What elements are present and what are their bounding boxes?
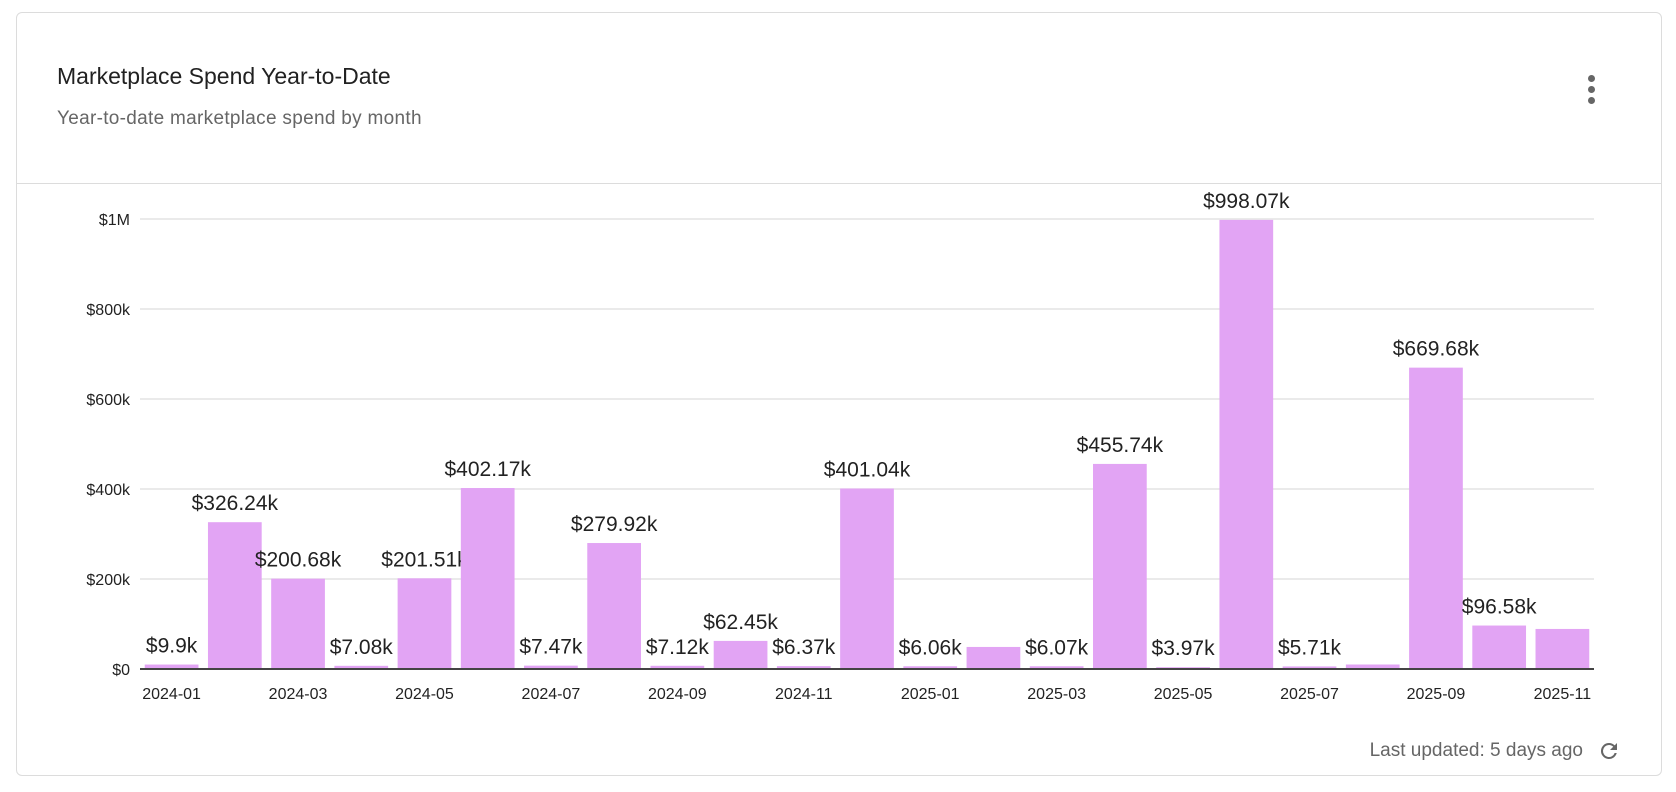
x-tick-label: 2024-09 [648, 686, 707, 703]
y-tick-label: $400k [86, 482, 131, 499]
data-label: $998.07k [1203, 190, 1290, 213]
data-label: $6.37k [772, 636, 836, 659]
x-tick-label: 2025-01 [901, 686, 960, 703]
y-tick-label: $800k [86, 302, 131, 319]
more-vertical-icon[interactable] [1581, 75, 1601, 111]
data-label: $96.58k [1462, 596, 1537, 619]
bar-chart: $0 $200k $400k $600k $800k $1M $9.9k 2024-01 $32… [86, 190, 1594, 703]
bar [397, 578, 452, 669]
data-label: $279.92k [571, 513, 658, 536]
bar [1535, 628, 1590, 669]
data-label: $401.04k [824, 459, 911, 482]
x-tick-label: 2025-03 [1027, 686, 1086, 703]
bar [1219, 219, 1274, 669]
bar [144, 664, 199, 669]
y-tick-label: $0 [112, 662, 130, 679]
x-tick-label: 2024-07 [522, 686, 581, 703]
data-label: $7.47k [519, 636, 583, 659]
bar [207, 522, 262, 669]
card-subtitle: Year-to-date marketplace spend by month [57, 108, 422, 129]
data-label: $3.97k [1152, 637, 1216, 660]
bar [903, 666, 958, 669]
bar [840, 488, 894, 669]
data-label: $326.24k [192, 492, 279, 515]
x-tick-label: 2025-05 [1154, 686, 1213, 703]
y-tick-label: $600k [86, 392, 131, 409]
bar [587, 543, 641, 669]
data-label: $9.9k [146, 635, 198, 658]
data-label: $5.71k [1278, 636, 1342, 659]
x-tick-label: 2025-09 [1407, 686, 1466, 703]
data-label: $402.17k [444, 458, 531, 481]
data-label: $6.06k [899, 636, 963, 659]
bar [1472, 625, 1527, 669]
last-updated-text: Last updated: 5 days ago [1369, 740, 1583, 761]
data-label: $201.51k [381, 548, 468, 571]
bar [271, 578, 325, 669]
x-tick-label: 2025-11 [1534, 686, 1592, 703]
bar [966, 646, 1021, 669]
x-tick-label: 2024-01 [142, 686, 201, 703]
x-tick-label: 2024-05 [395, 686, 454, 703]
bar [1029, 666, 1084, 669]
bar [460, 488, 515, 669]
bar [1093, 463, 1147, 669]
data-label: $7.12k [646, 636, 710, 659]
bar [713, 640, 768, 669]
bar [1409, 367, 1463, 669]
x-tick-label: 2024-11 [775, 686, 833, 703]
card-title: Marketplace Spend Year-to-Date [57, 63, 391, 89]
card-footer: Last updated: 5 days ago [1370, 739, 1621, 763]
x-tick-label: 2024-03 [269, 686, 328, 703]
card-header: Marketplace Spend Year-to-Date Year-to-d… [17, 13, 1661, 184]
bar [524, 665, 578, 669]
bar [334, 665, 389, 669]
data-label: $200.68k [255, 549, 342, 572]
refresh-icon[interactable] [1597, 739, 1621, 763]
y-tick-label: $200k [86, 572, 131, 589]
bar [776, 666, 831, 669]
x-tick-label: 2025-07 [1280, 686, 1339, 703]
bar [1345, 664, 1400, 669]
data-label: $669.68k [1393, 338, 1480, 361]
data-label: $6.07k [1025, 636, 1089, 659]
bar [650, 665, 705, 669]
bar [1282, 666, 1337, 669]
data-label: $455.74k [1077, 434, 1164, 457]
data-label: $7.08k [330, 636, 394, 659]
data-label: $62.45k [703, 611, 778, 634]
y-tick-label: $1M [99, 212, 130, 229]
chart-card: Marketplace Spend Year-to-Date Year-to-d… [16, 12, 1662, 776]
